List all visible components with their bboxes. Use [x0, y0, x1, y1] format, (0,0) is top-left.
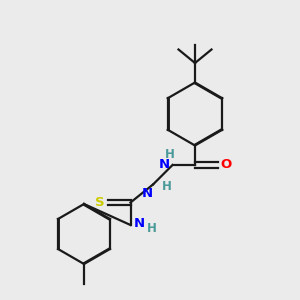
Text: H: H: [147, 221, 157, 235]
Text: N: N: [142, 187, 153, 200]
Text: N: N: [159, 158, 170, 172]
Text: H: H: [165, 148, 175, 161]
Text: S: S: [95, 196, 105, 209]
Text: O: O: [220, 158, 232, 172]
Text: H: H: [162, 179, 172, 193]
Text: N: N: [134, 217, 145, 230]
